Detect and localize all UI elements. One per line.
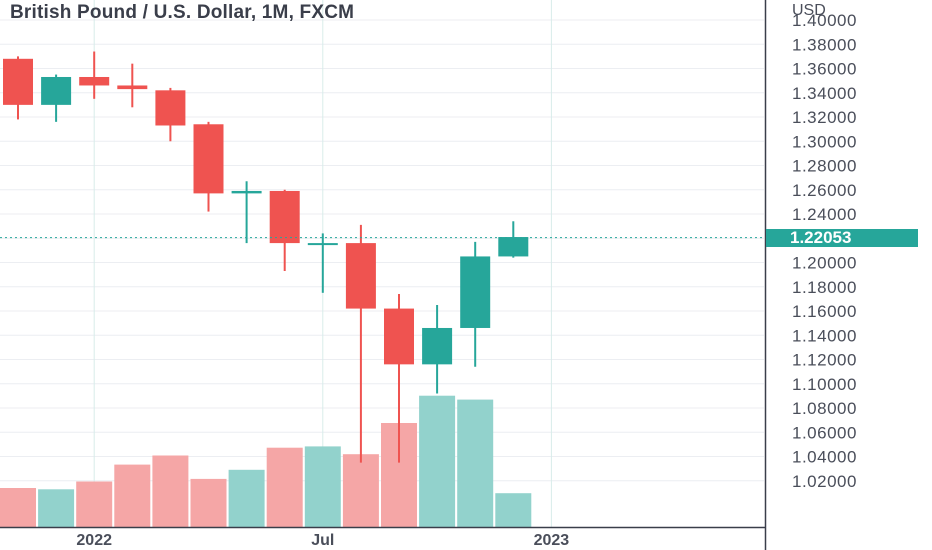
- volume-bar: [419, 395, 456, 527]
- candle: [155, 87, 186, 142]
- candle: [384, 294, 414, 463]
- price-axis[interactable]: 1.40000 1.38000 1.36000 1.34000 1.32000 1.300…: [792, 11, 857, 491]
- price-tick-label: 1.20000: [792, 254, 857, 273]
- time-tick-label: 2023: [534, 532, 570, 549]
- candle: [345, 224, 376, 463]
- candle: [498, 221, 529, 258]
- candle: [307, 233, 338, 293]
- last-price-badge: 1.22053: [766, 228, 918, 247]
- volume-bar: [342, 454, 379, 527]
- candle-body: [345, 243, 376, 309]
- candle: [269, 189, 300, 271]
- candle-body: [117, 85, 148, 90]
- price-tick-label: 1.02000: [792, 472, 857, 491]
- time-tick-label: Jul: [311, 532, 334, 549]
- price-tick-label: 1.28000: [792, 157, 857, 176]
- volume-bar: [495, 493, 532, 527]
- candle-body: [155, 90, 186, 126]
- volume-bar: [304, 446, 341, 527]
- price-tick-label: 1.04000: [792, 448, 857, 467]
- volume-bar: [38, 489, 75, 527]
- price-tick-label: 1.12000: [792, 351, 857, 370]
- candle-body: [193, 124, 224, 194]
- time-axis[interactable]: 2022 Jul 2023: [76, 532, 569, 549]
- candle-body: [422, 327, 453, 365]
- volume-bar: [228, 469, 265, 527]
- price-tick-label: 1.16000: [792, 302, 857, 321]
- price-unit-label: USD: [792, 2, 826, 19]
- volume-bar: [190, 478, 227, 527]
- volume-bar: [76, 481, 113, 527]
- price-tick-label: 1.30000: [792, 132, 857, 151]
- volume-bar: [266, 447, 303, 527]
- candle: [193, 121, 224, 212]
- candle-body: [79, 76, 110, 86]
- volume-bar: [114, 464, 151, 527]
- candle: [460, 241, 491, 367]
- grid-lines: [0, 19, 764, 482]
- candle-body: [307, 243, 338, 246]
- candle-body: [3, 58, 33, 105]
- candles: [3, 51, 529, 463]
- candle: [422, 304, 453, 394]
- price-tick-label: 1.24000: [792, 205, 857, 224]
- price-tick-label: 1.34000: [792, 84, 857, 103]
- candle: [3, 56, 33, 120]
- candle: [41, 74, 72, 122]
- price-tick-label: 1.36000: [792, 60, 857, 79]
- volume-bars: [0, 395, 532, 527]
- candle-body: [460, 256, 491, 328]
- candle: [231, 181, 262, 244]
- price-tick-label: 1.18000: [792, 278, 857, 297]
- chart-title: British Pound / U.S. Dollar, 1M, FXCM: [10, 2, 355, 23]
- price-tick-label: 1.10000: [792, 375, 857, 394]
- price-tick-label: 1.06000: [792, 423, 857, 442]
- price-tick-label: 1.32000: [792, 108, 857, 127]
- volume-bar: [0, 488, 36, 527]
- candle: [117, 63, 148, 108]
- candle-body: [41, 76, 72, 105]
- time-tick-label: 2022: [76, 532, 112, 549]
- price-tick-label: 1.26000: [792, 181, 857, 200]
- candle: [79, 51, 110, 99]
- price-tick-label: 1.38000: [792, 35, 857, 54]
- candle-body: [269, 190, 300, 244]
- volume-bar: [152, 455, 189, 527]
- price-tick-label: 1.40000: [792, 11, 857, 30]
- candle-body: [384, 308, 414, 365]
- candle-body: [498, 237, 529, 257]
- price-tick-label: 1.08000: [792, 399, 857, 418]
- candle-body: [231, 190, 262, 194]
- volume-bar: [457, 399, 494, 527]
- price-tick-label: 1.14000: [792, 326, 857, 345]
